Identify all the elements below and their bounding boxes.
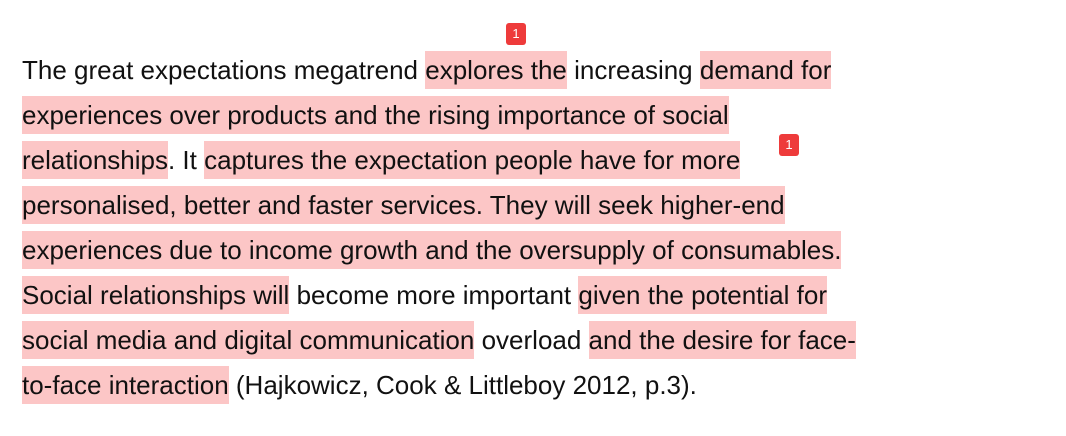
highlighted-text[interactable]: relationships: [22, 141, 168, 179]
paragraph: The great expectations megatrend explore…: [22, 48, 856, 408]
highlighted-text[interactable]: to-face interaction: [22, 366, 229, 404]
comment-badge[interactable]: 1: [779, 134, 799, 156]
comment-badge[interactable]: 1: [506, 23, 526, 45]
highlighted-text[interactable]: social media and digital communication: [22, 321, 475, 359]
highlighted-text[interactable]: demand for: [699, 51, 832, 89]
highlighted-text[interactable]: given the potential for: [578, 276, 827, 314]
highlighted-text[interactable]: personalised, better and faster services…: [22, 186, 785, 224]
text: . It: [167, 145, 205, 175]
text-line: social media and digital communication o…: [22, 318, 856, 363]
text-line: Social relationships will become more im…: [22, 273, 856, 318]
text: The great expectations megatrend: [22, 55, 426, 85]
highlighted-text[interactable]: Social relationships will: [22, 276, 290, 314]
text: (Hajkowicz, Cook & Littleboy 2012, p.3).: [228, 370, 697, 400]
text-line: The great expectations megatrend explore…: [22, 48, 856, 93]
text-line: personalised, better and faster services…: [22, 183, 856, 228]
text: increasing: [566, 55, 700, 85]
highlighted-text[interactable]: experiences due to income growth and the…: [22, 231, 842, 269]
text-line: experiences over products and the rising…: [22, 93, 856, 138]
text-line: to-face interaction (Hajkowicz, Cook & L…: [22, 363, 856, 408]
text: overload: [474, 325, 589, 355]
text: become more important: [289, 280, 579, 310]
text-line: experiences due to income growth and the…: [22, 228, 856, 273]
highlighted-text[interactable]: captures the expectation people have for…: [204, 141, 741, 179]
highlighted-text[interactable]: explores the: [425, 51, 567, 89]
highlighted-text[interactable]: and the desire for face-: [588, 321, 856, 359]
text-line: relationships. It captures the expectati…: [22, 138, 856, 183]
highlighted-text[interactable]: experiences over products and the rising…: [22, 96, 729, 134]
